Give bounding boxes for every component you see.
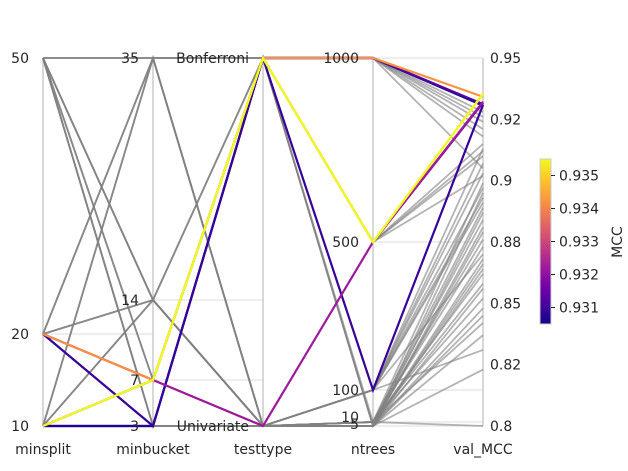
colorbar-label: MCC: [610, 226, 626, 258]
colorbar-tick-label: 0.931: [559, 301, 599, 317]
tick-label-val_MCC: 0.9: [490, 174, 512, 190]
tick-label-testtype: Bonferroni: [176, 51, 249, 67]
highlighted-run-line: [42, 55, 484, 428]
tick-label-val_MCC: 0.88: [490, 235, 521, 251]
colorbar-tick-label: 0.935: [559, 169, 599, 185]
tick-label-ntrees: 500: [332, 235, 359, 251]
colorbar-tick-label: 0.934: [559, 202, 599, 218]
tick-label-minbucket: 35: [121, 51, 139, 67]
tick-label-minbucket: 14: [121, 293, 139, 309]
tick-label-val_MCC: 0.82: [490, 358, 521, 374]
tick-label-ntrees: 1000: [323, 51, 359, 67]
tick-label-val_MCC: 0.95: [490, 51, 521, 67]
tick-label-ntrees: 100: [332, 383, 359, 399]
highlighted-lines: [42, 54, 485, 428]
colorbar-tick-label: 0.933: [559, 235, 599, 251]
axis-label-val_MCC: val_MCC: [453, 442, 513, 458]
tick-labels: 50 20 10 35 14 7 3 Bonferroni Univariate 1000 500 1…: [11, 51, 521, 435]
tick-label-val_MCC: 0.85: [490, 296, 521, 312]
tick-label-testtype: Univariate: [177, 419, 249, 435]
axis-label-testtype: testtype: [234, 442, 292, 458]
tick-label-ntrees: 5: [350, 417, 359, 433]
tick-label-val_MCC: 0.92: [490, 112, 521, 128]
tick-label-minsplit: 50: [11, 51, 29, 67]
axis-label-minsplit: minsplit: [15, 442, 71, 458]
colorbar-gradient: [539, 158, 552, 325]
axis-label-ntrees: ntrees: [351, 442, 395, 458]
tick-label-minbucket: 3: [130, 419, 139, 435]
tick-label-ntrees: 10: [341, 410, 359, 426]
axis-label-minbucket: minbucket: [116, 442, 190, 458]
tick-label-minsplit: 10: [11, 419, 29, 435]
colorbar: 0.935 0.934 0.933 0.932 0.931 MCC: [539, 158, 626, 325]
tick-label-minsplit: 20: [11, 327, 29, 343]
tick-label-minbucket: 7: [130, 373, 139, 389]
colorbar-tick-label: 0.932: [559, 268, 599, 284]
axis-labels: minsplit minbucket testtype ntrees val_MCC: [15, 442, 513, 458]
tick-label-val_MCC: 0.8: [490, 419, 512, 435]
